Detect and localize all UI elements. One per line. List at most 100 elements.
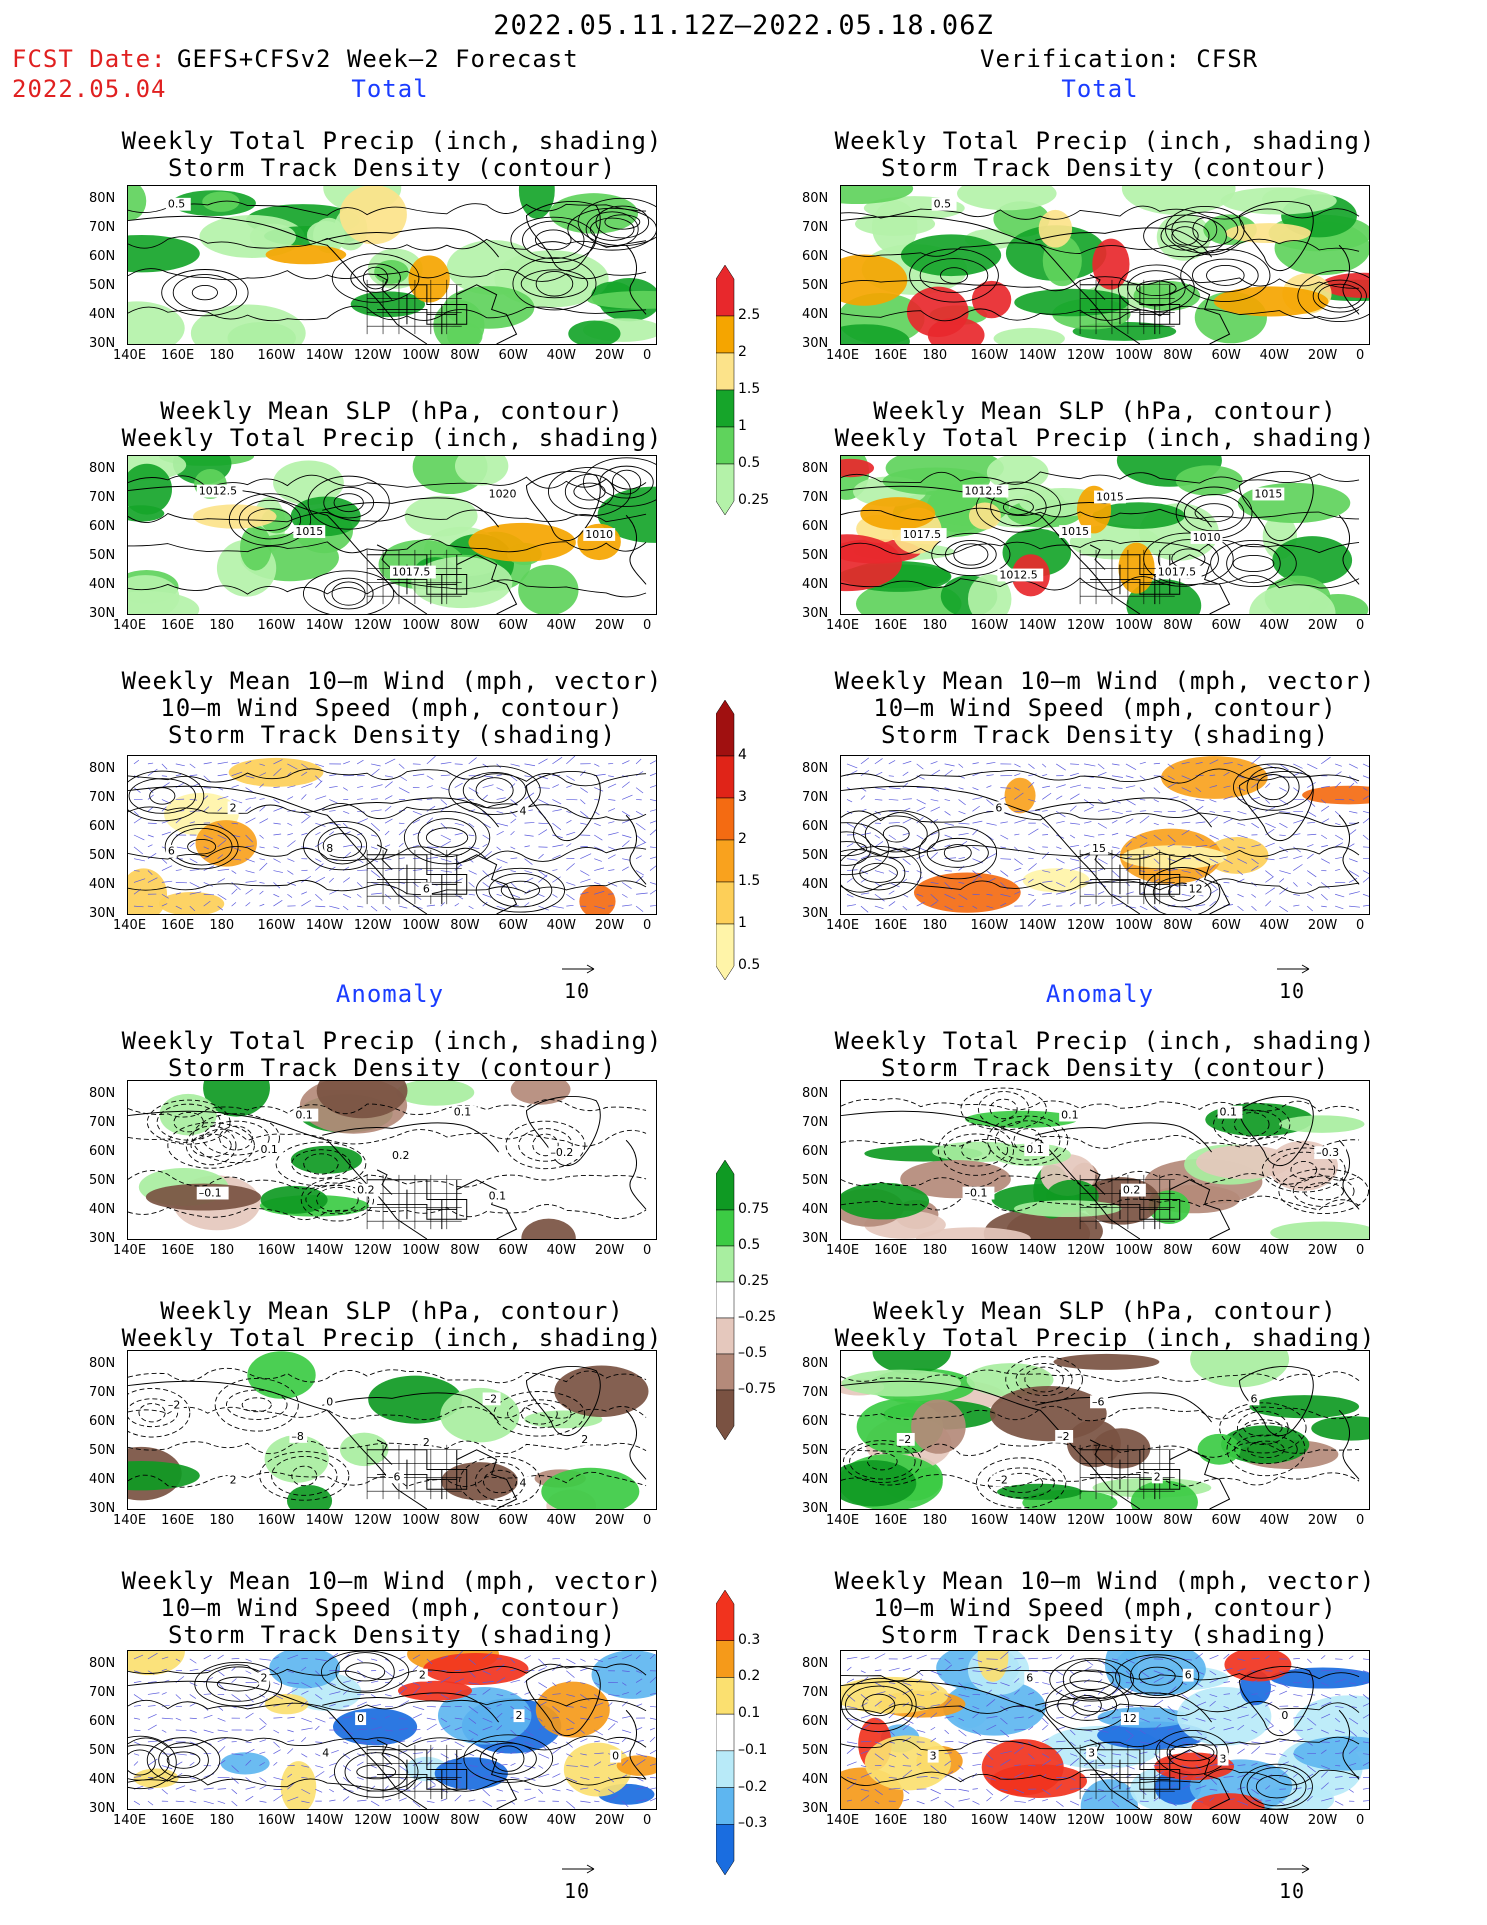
lat-tick-label: 30N [802, 1501, 829, 1516]
contour-label: –2 [1057, 1430, 1069, 1443]
lon-tick-label: 160E [874, 918, 908, 933]
colorbar-label: 0.75 [738, 1201, 770, 1217]
contour-label: –6 [1092, 1395, 1105, 1408]
lon-tick-label: 40W [1259, 618, 1290, 633]
lat-tick-label: 80N [89, 1656, 116, 1671]
contour-label: 6 [423, 882, 430, 895]
contour-label: 0.2 [1123, 1184, 1140, 1197]
contour-label: 2 [1154, 1470, 1161, 1483]
panel-title-line: Weekly Total Precip (inch, shading) [121, 127, 663, 155]
lat-tick-label: 50N [89, 1173, 116, 1188]
colorbar-segment [715, 1281, 735, 1319]
colorbar-graphic [715, 1159, 735, 1441]
lon-tick-label: 0 [1356, 348, 1365, 363]
lon-tick-label: 60W [1211, 1243, 1241, 1258]
lon-tick-label: 180 [209, 348, 235, 363]
lon-tick-label: 20W [594, 1243, 625, 1258]
lon-tick-label: 100W [1115, 348, 1153, 363]
contour-label: 8 [326, 842, 333, 855]
lon-tick-label: 20W [594, 1813, 625, 1828]
lon-tick-label: 160E [161, 1243, 195, 1258]
lon-tick-label: 140W [305, 348, 344, 363]
fcst-date-label: FCST Date: [12, 45, 167, 73]
vector-reference: 10 [1275, 1860, 1315, 1903]
colorbar-label: –0.75 [738, 1381, 777, 1397]
lon-tick-label: 100W [1115, 1513, 1153, 1528]
contour-label: 1020 [489, 488, 517, 501]
map-panel-r1-left: 0.5 [127, 185, 657, 345]
panel-title-line: Weekly Mean 10–m Wind (mph, vector) [121, 1567, 663, 1595]
lon-tick-label: 160E [874, 348, 908, 363]
contour-label: 4 [520, 804, 527, 817]
lon-tick-label: 120W [353, 918, 392, 933]
lat-tick-label: 40N [802, 877, 829, 892]
storm-anomaly-shading-negative [880, 1651, 1369, 1809]
lon-tick-label: 80W [450, 618, 480, 633]
isolines [841, 1356, 1360, 1509]
panel-title-line: Weekly Mean SLP (hPa, contour) [160, 1297, 624, 1325]
lat-tick-label: 40N [802, 1202, 829, 1217]
contour-label: –0.1 [199, 1187, 222, 1200]
lat-tick-label: 30N [89, 1501, 116, 1516]
contour-label: 2 [516, 1709, 523, 1722]
lon-tick-label: 140W [1018, 1813, 1057, 1828]
vector-reference: 10 [560, 1860, 600, 1903]
contour-label: 0.1 [1061, 1109, 1078, 1122]
panel-title-line: Storm Track Density (shading) [167, 721, 617, 749]
isolines [128, 765, 647, 913]
lat-tick-label: 60N [89, 1714, 116, 1729]
panel-title-line: 10–m Wind Speed (mph, contour) [160, 694, 624, 722]
contour-label: 2 [230, 801, 237, 814]
colorbar-segment [715, 1589, 735, 1641]
lon-tick-label: 20W [1307, 1243, 1338, 1258]
lon-tick-label: 160W [970, 918, 1009, 933]
lon-tick-label: 100W [402, 618, 440, 633]
colorbar-segment [715, 1750, 735, 1788]
panel-title-line: Weekly Mean SLP (hPa, contour) [873, 1297, 1337, 1325]
map-canvas: 2 8 6 4 6 [128, 756, 656, 914]
contour-label: 0.1 [454, 1106, 471, 1119]
lon-tick-label: 20W [1307, 348, 1338, 363]
lon-tick-label: 0 [1356, 1513, 1365, 1528]
contour-label: 2 [260, 1672, 267, 1685]
panel-title-line: 10–m Wind Speed (mph, contour) [160, 1594, 624, 1622]
lon-tick-label: 40W [546, 918, 577, 933]
isolines [128, 197, 656, 322]
contour-label: 0.2 [357, 1184, 374, 1197]
lat-tick-label: 80N [89, 461, 116, 476]
lon-tick-label: 160W [257, 918, 296, 933]
contour-label: 1017.5 [392, 566, 430, 579]
contour-label: 0.5 [168, 198, 185, 211]
lon-tick-label: 80W [450, 348, 480, 363]
contour-label: 0 [326, 1395, 333, 1408]
panel-title-r2-right: Weekly Mean SLP (hPa, contour) Weekly Tot… [810, 398, 1400, 452]
lon-tick-label: 160W [970, 348, 1009, 363]
lat-tick-label: 60N [802, 249, 829, 264]
lon-tick-label: 140W [1018, 618, 1057, 633]
fcst-date: 2022.05.04 [12, 75, 167, 103]
vector-reference: 10 [1275, 960, 1315, 1003]
lat-tick-label: 70N [802, 1115, 829, 1130]
map-canvas: 0.5 [841, 186, 1369, 344]
colorbar-segment [715, 1824, 735, 1876]
lon-tick-label: 80W [450, 1243, 480, 1258]
lon-tick-label: 120W [353, 1243, 392, 1258]
colorbar-label: 2.5 [738, 307, 761, 323]
contour-label: 3 [1220, 1753, 1227, 1766]
lat-tick-label: 60N [802, 1144, 829, 1159]
panel-title-line: Weekly Total Precip (inch, shading) [121, 424, 663, 452]
lon-tick-label: 0 [1356, 1243, 1365, 1258]
lat-tick-label: 50N [89, 278, 116, 293]
section-total-left: Total [351, 75, 429, 103]
lat-tick-label: 70N [802, 490, 829, 505]
lon-tick-label: 120W [353, 1813, 392, 1828]
lon-tick-label: 140W [305, 618, 344, 633]
arrow-icon [1277, 1864, 1310, 1874]
lon-tick-label: 140E [113, 1243, 147, 1258]
panel-title-line: Storm Track Density (contour) [880, 154, 1330, 182]
lon-tick-label: 180 [209, 1813, 235, 1828]
panel-title-r6-right: Weekly Mean 10–m Wind (mph, vector) 10–m … [810, 1568, 1400, 1649]
lat-tick-label: 60N [89, 1144, 116, 1159]
lon-tick-label: 80W [1163, 918, 1193, 933]
lon-tick-label: 20W [594, 918, 625, 933]
